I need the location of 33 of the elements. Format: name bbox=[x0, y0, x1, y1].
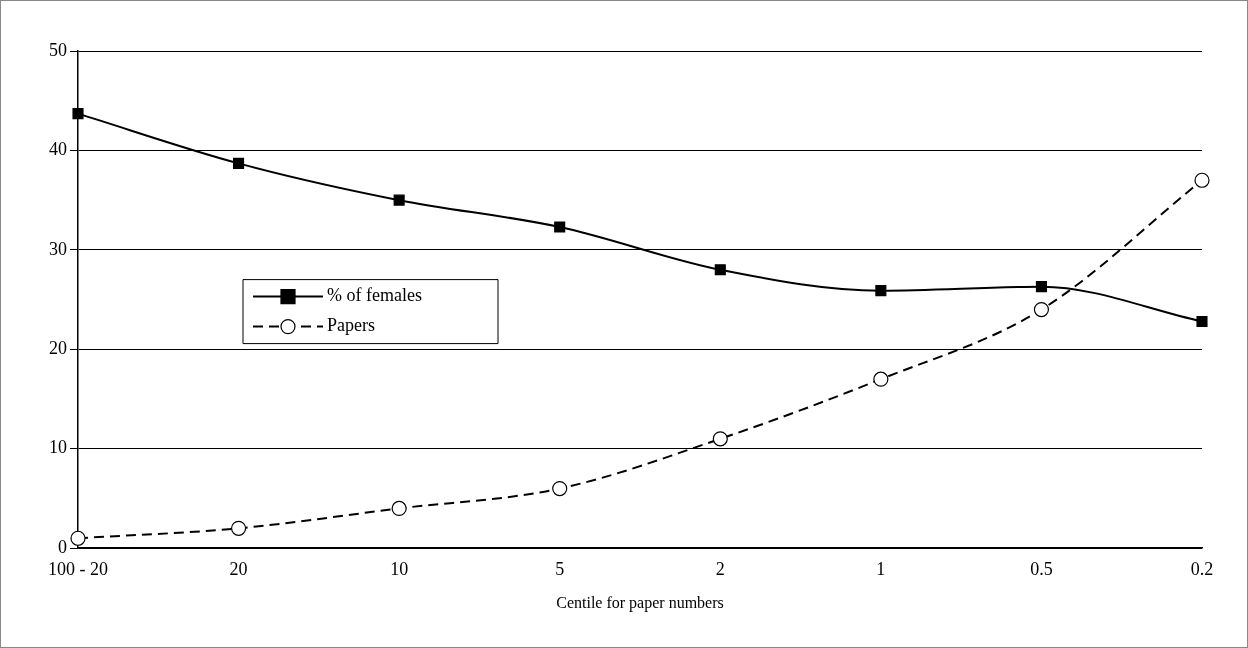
y-tick-label: 20 bbox=[49, 338, 67, 359]
point bbox=[72, 108, 84, 120]
legend-label: % of females bbox=[327, 285, 422, 306]
y-tick-label: 30 bbox=[49, 238, 67, 259]
point bbox=[712, 431, 728, 447]
x-tick-label: 0.2 bbox=[1190, 558, 1214, 579]
x-tick-label: 2 bbox=[715, 558, 725, 579]
point bbox=[233, 157, 245, 169]
point bbox=[391, 500, 407, 517]
x-tick-label: 5 bbox=[555, 558, 565, 579]
x-tick-label: 1 bbox=[876, 558, 886, 579]
point bbox=[1194, 172, 1210, 188]
x-tick-label: 20 bbox=[229, 558, 248, 579]
point bbox=[393, 194, 405, 206]
point bbox=[1033, 301, 1050, 318]
point bbox=[230, 520, 247, 536]
x-tick-label: 10 bbox=[390, 558, 409, 579]
point bbox=[554, 221, 566, 233]
point bbox=[875, 285, 887, 297]
x-tick-label: 100 - 20 bbox=[48, 558, 108, 579]
point bbox=[873, 371, 889, 387]
point bbox=[70, 530, 86, 546]
point bbox=[1196, 315, 1208, 328]
x-axis-title: Centile for paper numbers bbox=[556, 593, 724, 612]
y-tick-label: 40 bbox=[49, 139, 67, 160]
y-tick-label: 10 bbox=[49, 437, 67, 458]
y-tick-label: 0 bbox=[58, 536, 67, 557]
y-tick-label: 50 bbox=[49, 39, 67, 60]
point bbox=[714, 264, 726, 276]
point bbox=[1035, 281, 1047, 293]
x-tick-label: 0.5 bbox=[1030, 558, 1053, 579]
point bbox=[552, 480, 568, 497]
legend-label: Papers bbox=[327, 315, 375, 336]
